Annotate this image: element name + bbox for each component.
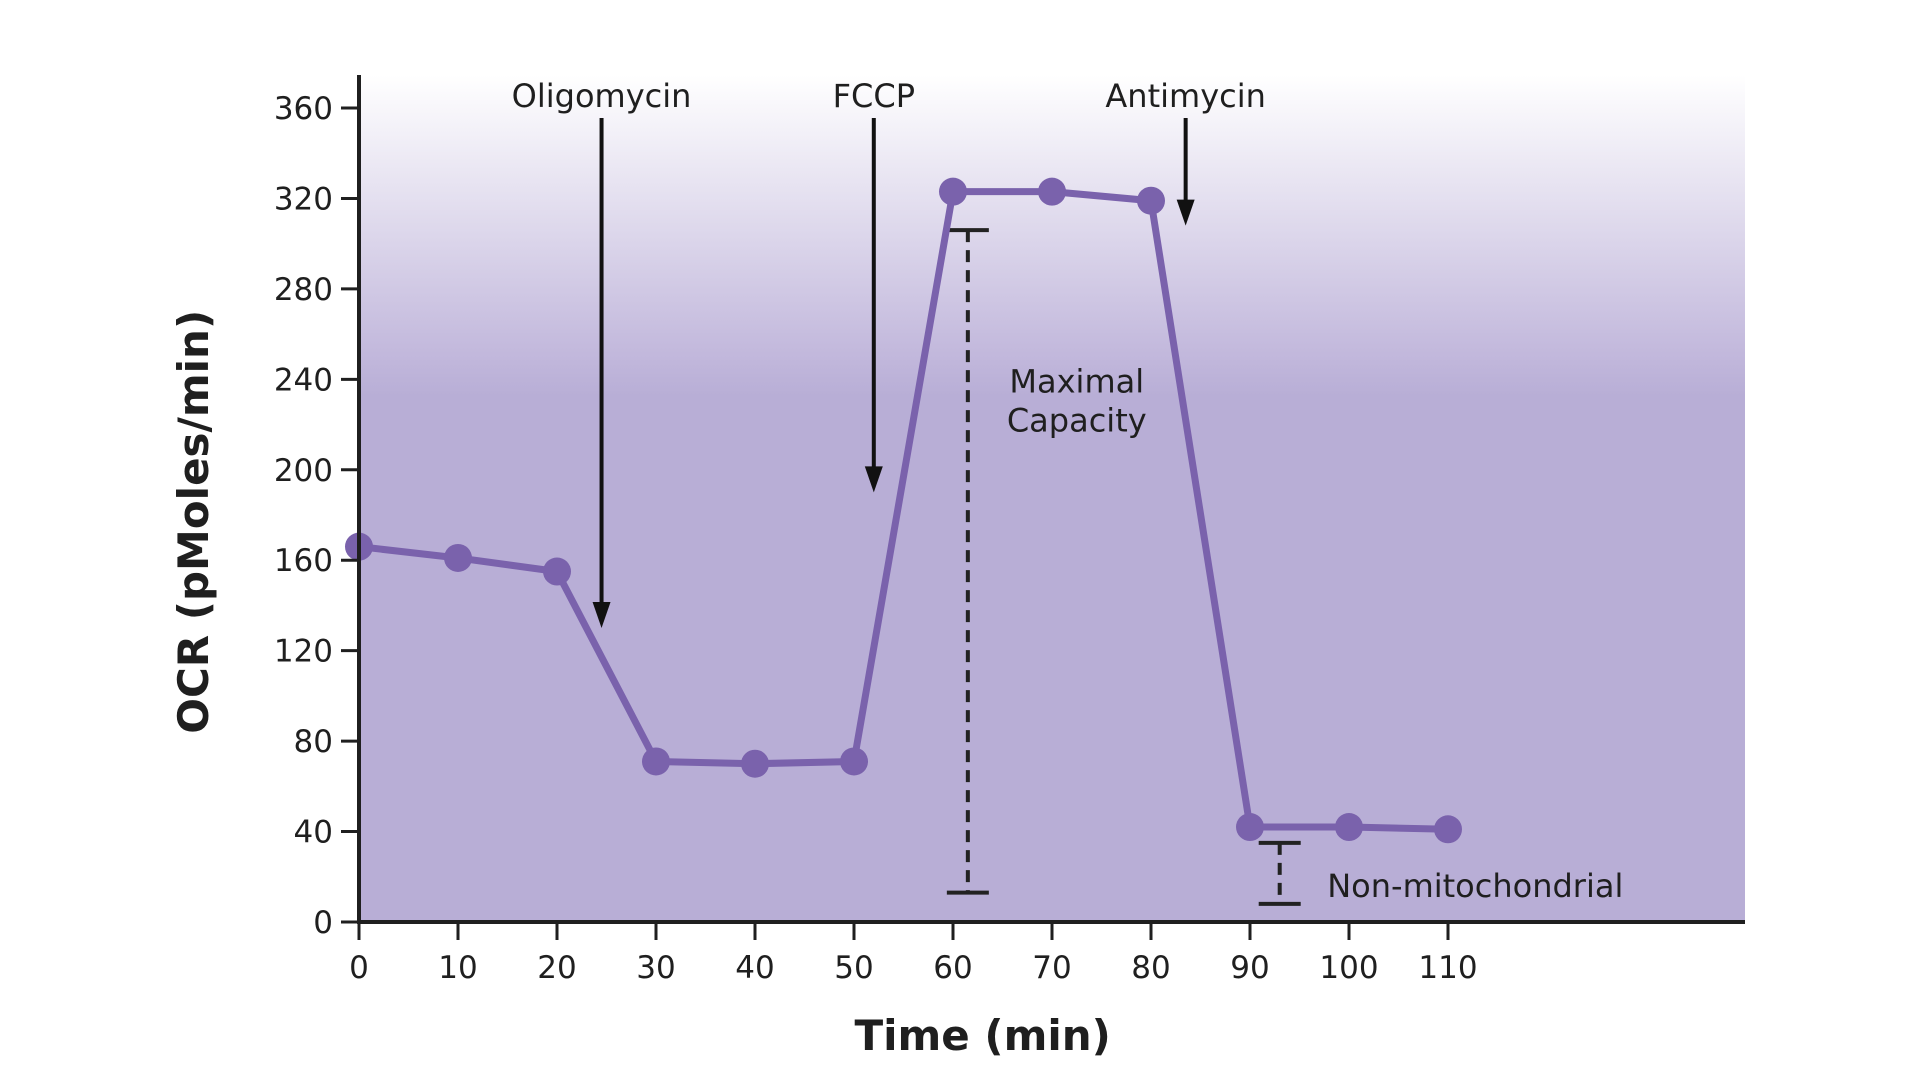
x-tick-label: 0 xyxy=(349,950,369,986)
axes: 0 40 80 120 160 200 240 280 320 360 0 10 20 30 40 50 60 7… xyxy=(274,75,1745,986)
data-point xyxy=(1137,186,1165,215)
series-layer xyxy=(345,177,1462,844)
series-line xyxy=(358,188,1449,833)
y-tick-label: 0 xyxy=(313,905,333,941)
range-label: Maximal Capacity xyxy=(1007,362,1147,439)
x-tick-label: 90 xyxy=(1230,950,1269,986)
y-tick-label: 360 xyxy=(274,91,333,127)
annotation-layer: Oligomycin FCCP Antimycin Maximal Capacity No… xyxy=(512,77,1623,906)
y-tick-label: 40 xyxy=(294,815,333,851)
x-tick-label: 10 xyxy=(438,950,477,986)
range-label-line: Capacity xyxy=(1007,401,1147,439)
x-tick-label: 70 xyxy=(1032,950,1071,986)
injection-label: FCCP xyxy=(833,77,915,115)
data-point xyxy=(939,177,967,206)
y-axis-title: OCR (pMoles/min) xyxy=(169,310,218,734)
injection-label: Oligomycin xyxy=(512,77,692,115)
data-point xyxy=(1434,815,1462,844)
x-axis-title: Time (min) xyxy=(855,1011,1111,1060)
y-tick-label: 160 xyxy=(274,543,333,579)
injection-arrow-head xyxy=(592,602,611,629)
data-point xyxy=(444,543,472,572)
injection-arrow-head xyxy=(864,466,883,493)
range-label: Non-mitochondrial xyxy=(1327,867,1623,905)
data-point xyxy=(543,557,571,586)
x-tick-label: 100 xyxy=(1319,950,1378,986)
x-tick-label: 50 xyxy=(834,950,873,986)
x-tick-label: 60 xyxy=(933,950,972,986)
y-tick-label: 280 xyxy=(274,272,333,308)
data-point xyxy=(741,749,769,778)
y-tick-label: 240 xyxy=(274,362,333,398)
x-tick-label: 20 xyxy=(537,950,576,986)
y-tick-label: 200 xyxy=(274,453,333,489)
range-label-line: Maximal xyxy=(1009,362,1144,400)
y-tick-label: 120 xyxy=(274,634,333,670)
data-point xyxy=(642,747,670,776)
x-tick-label: 110 xyxy=(1418,950,1477,986)
data-point xyxy=(840,747,868,776)
y-tick-label: 80 xyxy=(294,724,333,760)
data-point xyxy=(1236,813,1264,842)
data-point xyxy=(1335,813,1363,842)
y-tick-label: 320 xyxy=(274,181,333,217)
x-tick-label: 40 xyxy=(735,950,774,986)
injection-arrow-head xyxy=(1176,199,1195,226)
x-tick-label: 80 xyxy=(1131,950,1170,986)
x-tick-label: 30 xyxy=(636,950,675,986)
plot-background xyxy=(359,75,1745,922)
injection-label: Antimycin xyxy=(1105,77,1265,115)
data-point xyxy=(1038,177,1066,206)
